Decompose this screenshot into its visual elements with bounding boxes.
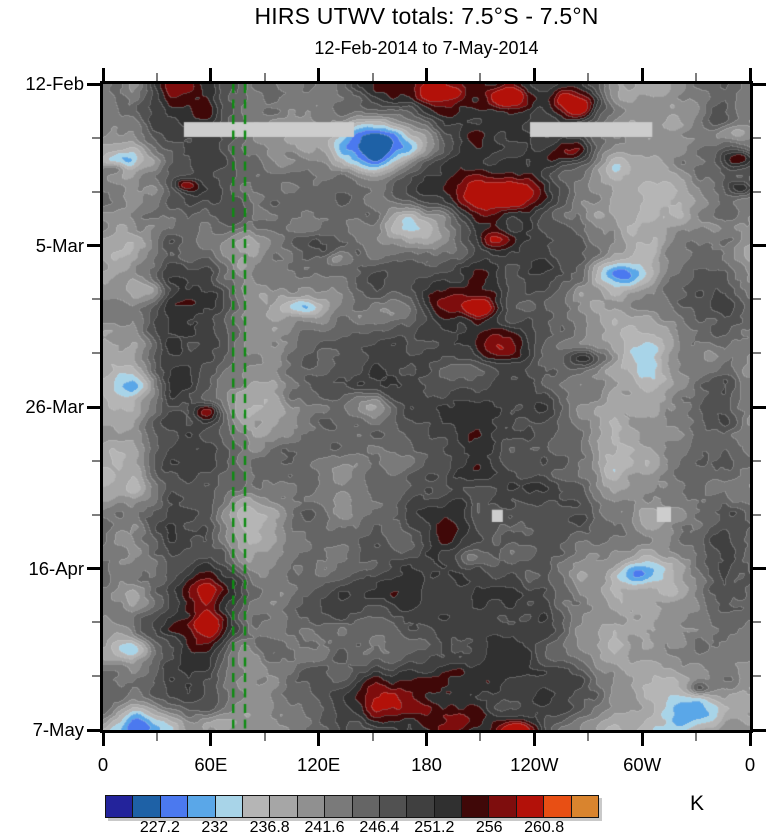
x-major-tick-top (532, 68, 536, 81)
y-axis-tick-label: 7-May (32, 719, 84, 740)
colorbar-cell (132, 795, 161, 818)
colorbar-tick-label: 251.2 (414, 819, 455, 834)
colorbar-tick-label: 246.4 (359, 819, 400, 834)
colorbar (105, 795, 600, 818)
y-minor-tick (92, 298, 100, 301)
colorbar-cell (433, 795, 463, 818)
colorbar-cell (296, 795, 326, 818)
colorbar-tick-label: 236.8 (249, 819, 290, 834)
y-major-tick (87, 728, 100, 732)
colorbar-cell (241, 795, 271, 818)
y-major-tick (87, 567, 100, 570)
colorbar-cell (105, 795, 134, 818)
y-minor-tick-right (753, 621, 761, 624)
colorbar-cell (187, 795, 216, 818)
y-major-tick-right (753, 405, 766, 409)
colorbar-cell (214, 795, 243, 818)
x-minor-tick-top (479, 73, 482, 81)
x-major-tick (209, 733, 213, 746)
x-major-tick (532, 733, 536, 746)
y-major-tick (87, 244, 100, 247)
colorbar-tick-label: 241.6 (304, 819, 345, 834)
x-axis-tick-label: 120E (297, 754, 341, 775)
x-axis-tick-label: 60E (194, 754, 228, 775)
x-minor-tick-top (587, 73, 590, 81)
colorbar-cell (324, 795, 353, 818)
x-axis-tick-label: 0 (744, 754, 756, 775)
y-minor-tick (92, 621, 100, 624)
chart-subtitle: 12-Feb-2014 to 7-May-2014 (314, 38, 539, 58)
y-minor-tick-right (753, 298, 761, 301)
x-minor-tick-top (695, 73, 698, 81)
x-minor-tick (371, 733, 374, 741)
x-major-tick-top (640, 68, 644, 81)
x-major-tick (425, 733, 428, 746)
y-axis-tick-label: 12-Feb (25, 73, 84, 94)
colorbar-cell (543, 795, 572, 818)
x-minor-tick (587, 733, 590, 741)
colorbar-tick-label: 227.2 (139, 819, 180, 834)
colorbar-tick-label: 260.8 (524, 819, 565, 834)
y-minor-tick-right (753, 352, 761, 355)
colorbar-cell (570, 795, 600, 818)
x-axis-tick-label: 0 (97, 754, 109, 775)
chart-title: HIRS UTWV totals: 7.5°S - 7.5°N (254, 3, 599, 29)
x-axis-tick-label: 60W (623, 754, 662, 775)
y-minor-tick (92, 352, 100, 355)
y-minor-tick-right (753, 136, 761, 139)
x-minor-tick-top (371, 73, 374, 81)
x-major-tick-top (101, 68, 105, 81)
x-minor-tick (479, 733, 482, 741)
y-minor-tick (92, 459, 100, 462)
colorbar-cell (351, 795, 380, 818)
x-major-tick (748, 733, 752, 746)
x-minor-tick (155, 733, 158, 741)
x-minor-tick (263, 733, 266, 741)
colorbar-cell (406, 795, 435, 818)
x-major-tick-top (317, 68, 321, 81)
y-minor-tick-right (753, 190, 761, 193)
y-minor-tick (92, 675, 100, 678)
y-minor-tick (92, 190, 100, 193)
x-major-tick (640, 733, 644, 746)
x-major-tick (101, 733, 105, 746)
colorbar-cell (461, 795, 490, 818)
colorbar-tick-label: 256 (475, 819, 503, 834)
x-major-tick-top (748, 68, 752, 81)
y-minor-tick-right (753, 459, 761, 462)
x-major-tick (317, 733, 321, 746)
colorbar-cell (515, 795, 545, 818)
x-axis-tick-label: 180 (411, 754, 442, 775)
colorbar-cell (378, 795, 408, 818)
x-major-tick-top (209, 68, 213, 81)
contour-field-canvas (103, 84, 750, 730)
y-major-tick-right (753, 567, 766, 570)
x-minor-tick-top (155, 73, 158, 81)
y-major-tick-right (753, 244, 766, 247)
y-axis-tick-label: 26-Mar (25, 396, 84, 417)
colorbar-cell (488, 795, 517, 818)
x-major-tick-top (425, 68, 428, 81)
x-minor-tick-top (263, 73, 266, 81)
y-axis-tick-label: 16-Apr (28, 557, 84, 579)
y-major-tick-right (753, 728, 766, 732)
x-minor-tick (695, 733, 698, 741)
x-axis-tick-label: 120W (510, 754, 559, 775)
colorbar-units-label: K (690, 792, 705, 815)
y-minor-tick-right (753, 513, 761, 516)
colorbar-tick-label: 232 (201, 819, 229, 834)
y-minor-tick-right (753, 675, 761, 678)
colorbar-cell (159, 795, 189, 818)
y-major-tick (87, 82, 100, 86)
colorbar-cell (269, 795, 298, 818)
y-axis-tick-label: 5-Mar (35, 234, 84, 256)
y-major-tick (87, 405, 100, 409)
y-major-tick-right (753, 82, 766, 86)
y-minor-tick (92, 136, 100, 139)
y-minor-tick (92, 513, 100, 516)
